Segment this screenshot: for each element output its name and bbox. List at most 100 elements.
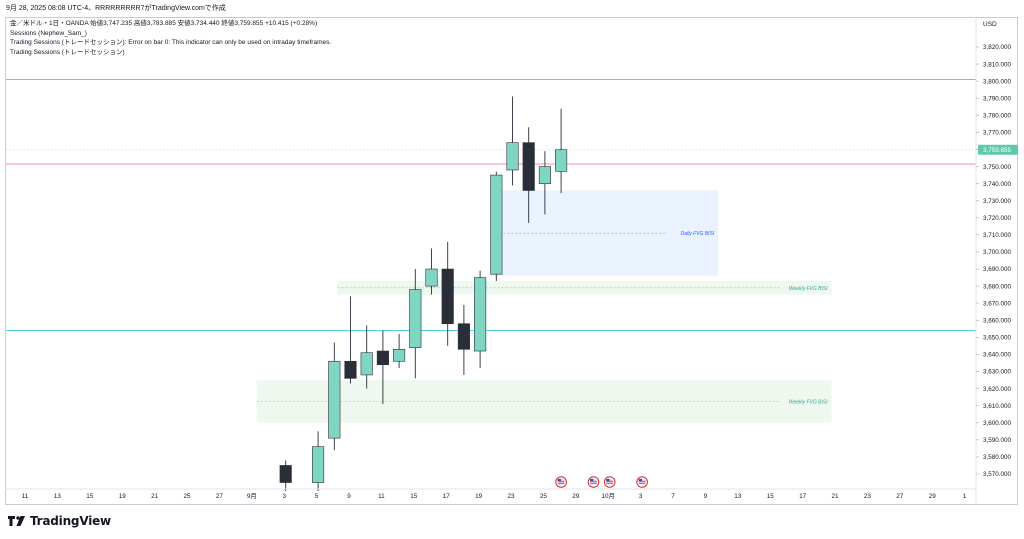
candle[interactable] [506,96,519,186]
candle-body [279,465,292,483]
time-tick-label: 15 [86,493,94,500]
price-tick-label: 3,630.000 [983,369,1012,376]
flag-canton [590,478,594,482]
price-tick-label: 3,660.000 [983,317,1012,324]
flag-stripe [590,480,597,482]
price-tick-label: 3,740.000 [983,181,1012,188]
candle-body [360,352,373,376]
symbol-ohlc-line[interactable]: 金／米ドル・1日・OANDA 始値3,747.235 高値3,783.885 安… [10,20,318,27]
time-tick-label: 5 [315,493,319,500]
candle[interactable] [344,296,357,384]
candle[interactable] [538,151,551,215]
indicator-trading-sessions-error[interactable]: Trading Sessions (トレードセッション): Error on b… [10,39,332,46]
time-tick-label: 25 [183,493,191,500]
candle[interactable] [409,269,422,379]
price-tick-label: 3,600.000 [983,420,1012,427]
time-tick-label: 1 [963,493,967,500]
time-tick-label: 21 [831,493,839,500]
price-tick-label: 3,810.000 [983,61,1012,68]
price-tick-label: 3,700.000 [983,249,1012,256]
price-axis: 3,820.000 3,810.000 3,800.000 3,790.000 3,78… [975,17,1018,504]
flag-canton [638,478,642,482]
price-tick-label: 3,680.000 [983,283,1012,290]
candle[interactable] [441,241,454,346]
price-tick-label: 3,590.000 [983,437,1012,444]
time-tick-label: 15 [767,493,775,500]
candle-body [409,289,422,348]
time-tick-label: 7 [671,493,675,500]
candles [279,96,568,492]
price-tick-label: 3,730.000 [983,198,1012,205]
time-tick-label: 23 [507,493,515,500]
time-tick-label: 23 [864,493,872,500]
candle[interactable] [360,325,373,389]
price-tick-label: 3,770.000 [983,130,1012,137]
chart-creation-note: 9月 28, 2025 08:08 UTC-4、RRRRRRRRR7がTradi… [6,5,226,12]
time-tick-label: 17 [799,493,807,500]
candle[interactable] [474,270,487,369]
time-tick-label: 17 [443,493,451,500]
time-tick-label: 11 [378,493,385,500]
price-tick-label: 3,800.000 [983,78,1012,85]
time-tick-label: 10月 [602,492,615,500]
indicator-trading-sessions[interactable]: Trading Sessions (トレードセッション) [10,48,125,56]
last-price-label: 3,759.855 [983,147,1012,154]
horizontal-lines [6,78,976,332]
fvg-zone[interactable] [256,380,832,423]
time-tick-label: 25 [540,493,548,500]
candle-body [457,323,470,350]
currency-label[interactable]: USD [983,21,997,28]
candle-body [441,268,454,324]
candle[interactable] [393,333,406,369]
us-event-flag-icon[interactable] [636,476,648,488]
indicator-sessions[interactable]: Sessions (Nephew_Sam_) [10,29,87,37]
price-tick-label: 3,780.000 [983,113,1012,120]
time-tick-label: 9 [704,493,708,500]
flag-stripe [638,480,646,482]
candle[interactable] [457,304,470,375]
us-event-flag-icon[interactable] [555,476,567,488]
event-markers [555,476,648,488]
flag-stripe [606,482,614,484]
candle[interactable] [312,431,325,492]
last-price-badge[interactable] [978,144,1018,155]
candle-body [555,149,568,172]
brand-name: TradingView [30,514,111,528]
fvg-zone[interactable] [337,280,832,295]
fvg-zone-label: Weekly FVG BISI [789,286,828,292]
us-event-flag-icon[interactable] [587,476,600,488]
price-tick-label: 3,790.000 [983,95,1012,102]
time-axis: 11 13 15 19 21 25 27 9月 3 5 9 11 15 17 19 23 25 29 10月 3 7 9 1… [5,488,976,500]
price-tick-label: 3,650.000 [983,335,1012,342]
candle[interactable] [279,460,292,492]
fvg-zone-label: Weekly FVG BISI [789,399,828,405]
flag-stripe [590,482,597,484]
time-tick-label: 15 [410,493,418,500]
time-tick-label: 13 [54,493,62,500]
time-tick-label: 27 [896,493,904,500]
us-event-flag-icon[interactable] [603,476,616,488]
price-tick-label: 3,820.000 [983,44,1012,51]
time-tick-label: 19 [475,493,483,500]
candle[interactable] [425,248,438,295]
tradingview-logo-icon [8,516,25,526]
time-tick-label: 3 [639,493,643,500]
candle[interactable] [376,330,389,404]
candle-body [312,446,325,483]
price-tick-label: 3,750.000 [983,164,1012,171]
candle-body [474,277,487,352]
candle[interactable] [522,127,535,223]
candle[interactable] [490,171,503,281]
price-tick-label: 3,710.000 [983,232,1012,239]
tradingview-brand: TradingView [8,514,111,528]
time-tick-label: 29 [572,493,580,500]
candle[interactable] [555,108,568,194]
price-tick-label: 3,720.000 [983,215,1012,222]
time-tick-label: 13 [734,493,742,500]
candle-body [376,350,389,365]
time-tick-label: 19 [119,493,127,500]
candle[interactable] [328,342,341,451]
price-chart[interactable]: Daily FVG BISI Weekly FVG BISI Weekly FVG … [0,0,1024,505]
candle-body [538,166,551,184]
time-tick-label: 9月 [247,492,257,500]
